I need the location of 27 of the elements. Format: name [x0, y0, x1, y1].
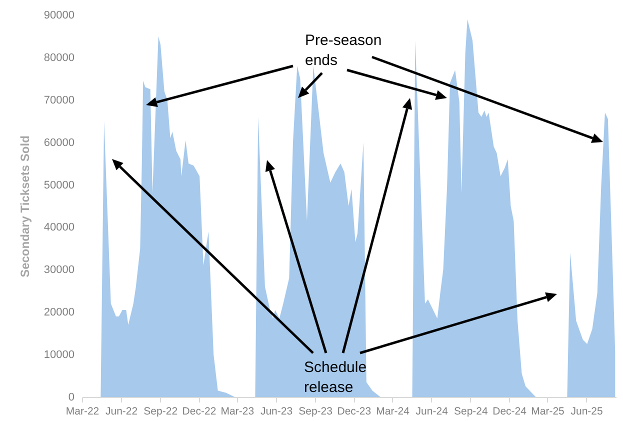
x-tick-label: Jun-24: [416, 406, 448, 418]
y-tick-label: 60000: [44, 136, 74, 149]
x-tick-label: Jun-22: [106, 406, 138, 418]
annotation: Pre-season ends: [305, 32, 382, 69]
x-tick-label: Dec-22: [182, 406, 216, 418]
x-tick-label: Dec-23: [337, 406, 372, 418]
x-tick-label: Dec-24: [492, 406, 527, 418]
x-tick-label: Mar-23: [220, 406, 254, 418]
annotation: Schedule release: [304, 359, 367, 396]
y-axis-title: Secondary Ticksets Sold: [18, 136, 32, 278]
y-tick-label: 20000: [44, 306, 74, 319]
x-tick-label: Jun-23: [260, 406, 293, 418]
y-tick-label: 30000: [44, 264, 74, 276]
y-tick-label: 0: [68, 392, 74, 404]
x-tick-label: Mar-24: [376, 406, 410, 418]
x-tick-label: Mar-22: [66, 406, 100, 418]
y-tick-label: 90000: [44, 10, 74, 22]
x-tick-label: Sep-23: [298, 406, 333, 418]
y-tick-label: 70000: [44, 94, 74, 106]
x-tick-label: Sep-24: [454, 406, 488, 418]
y-tick-label: 10000: [44, 349, 74, 362]
y-tick-label: 80000: [44, 52, 74, 64]
y-tick-label: 50000: [44, 179, 74, 192]
x-tick-label: Mar-25: [531, 406, 565, 418]
x-tick-label: Sep-22: [144, 406, 178, 418]
y-tick-label: 40000: [44, 222, 74, 234]
x-tick-label: Jun-25: [570, 406, 603, 418]
